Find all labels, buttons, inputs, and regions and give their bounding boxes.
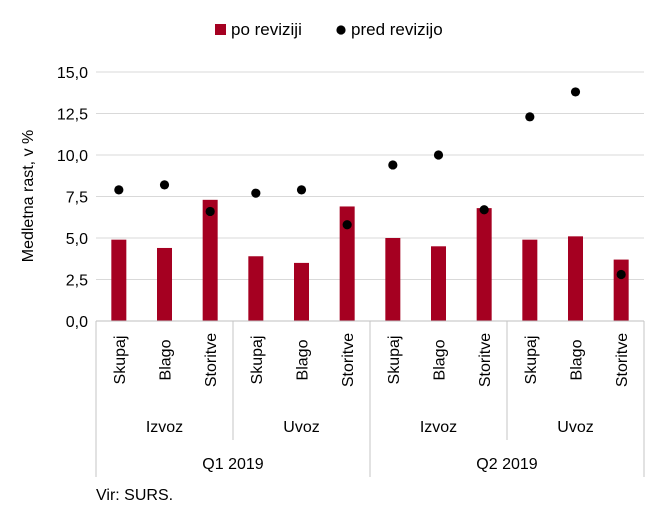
legend-marker-dot (336, 25, 346, 35)
bar (568, 236, 583, 321)
legend: po reviziji pred revizijo (215, 20, 443, 39)
bar (339, 206, 355, 321)
x-tick-label: Storitve (477, 333, 494, 387)
x-group-label: Izvoz (420, 419, 457, 436)
x-group-label: Uvoz (283, 419, 319, 436)
bar-series (111, 199, 629, 321)
scatter-point (433, 150, 444, 160)
x-tick-label: Storitve (614, 333, 631, 387)
legend-marker-bar (215, 24, 226, 35)
source-note: Vir: SURS. (96, 487, 174, 504)
gridlines (96, 71, 644, 280)
scatter-point (296, 185, 307, 195)
x-tick-label: Blago (432, 339, 449, 380)
bar (431, 246, 446, 321)
x-group-label: Izvoz (146, 419, 183, 436)
scatter-point (388, 160, 398, 170)
y-tick-label: 2,5 (66, 273, 88, 290)
y-tick-label: 7,5 (66, 190, 88, 207)
scatter-point (342, 220, 352, 230)
scatter-point (525, 112, 535, 122)
bar (613, 259, 629, 321)
x-tick-label: Skupaj (386, 336, 403, 385)
y-tick-label: 5,0 (66, 231, 88, 248)
scatter-point (159, 180, 170, 190)
scatter-point (616, 269, 626, 280)
y-tick-label: 15,0 (57, 65, 88, 82)
x-group-label: Q1 2019 (202, 456, 263, 473)
x-tick-label: Blago (569, 339, 586, 380)
scatter-point (114, 185, 124, 195)
scatter-point (251, 188, 261, 198)
bar (522, 239, 538, 321)
y-axis-label: Medletna rast, v % (20, 130, 37, 263)
x-tick-label: Skupaj (249, 336, 266, 385)
y-tick-label: 0,0 (66, 314, 88, 331)
y-tick-label: 12,5 (57, 107, 88, 124)
bar (111, 239, 127, 321)
x-tick-label: Storitve (340, 333, 357, 387)
scatter-series (114, 87, 626, 280)
scatter-point (570, 87, 581, 97)
y-axis-ticks: 0,0 2,5 5,0 7,5 10,0 12,5 15,0 (57, 65, 88, 331)
legend-label: pred revizijo (351, 20, 443, 39)
bar (294, 262, 309, 321)
y-tick-label: 10,0 (57, 148, 88, 165)
legend-label: po reviziji (231, 20, 302, 39)
bar (248, 256, 264, 321)
scatter-point (205, 206, 215, 217)
x-tick-label: Blago (158, 339, 175, 380)
x-tick-label: Storitve (203, 333, 220, 387)
x-group-label: Uvoz (557, 419, 593, 436)
x-tick-label: Blago (295, 339, 312, 380)
x-axis: Skupaj Blago Storitve Skupaj Blago Storitve Sk… (95, 320, 645, 477)
x-group-label: Q2 2019 (476, 456, 537, 473)
scatter-point (479, 205, 489, 215)
x-tick-label: Skupaj (112, 336, 129, 385)
bar (157, 247, 172, 321)
bar (202, 199, 218, 321)
x-tick-label: Skupaj (523, 336, 540, 385)
bar (385, 238, 401, 321)
bar (476, 208, 492, 321)
